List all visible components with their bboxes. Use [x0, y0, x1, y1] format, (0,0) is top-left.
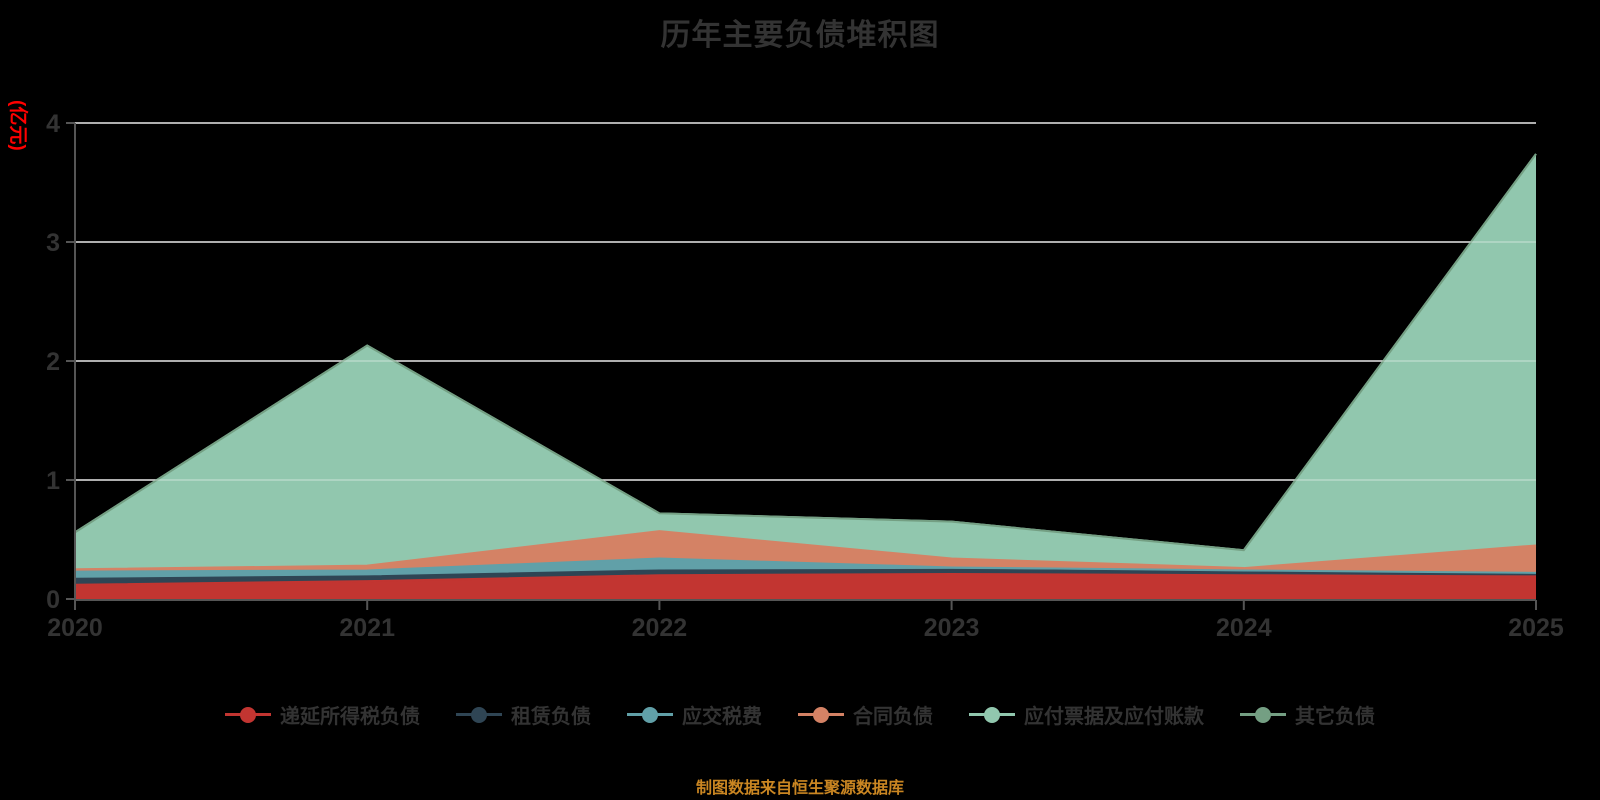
legend-item-other-liabilities[interactable]: 其它负债 — [1240, 700, 1375, 729]
legend-dot — [813, 706, 829, 723]
legend-line-dot-icon — [627, 706, 673, 723]
legend-line-dot-icon — [1240, 706, 1286, 723]
y-tick-label: 0 — [46, 586, 60, 614]
legend-item-notes-and-accounts-payable[interactable]: 应付票据及应付账款 — [969, 700, 1204, 729]
legend-dot — [984, 706, 1000, 723]
legend-line-dot-icon — [456, 706, 502, 723]
area-contract-liabilities — [75, 531, 1536, 573]
legend-dot — [642, 706, 658, 723]
legend-item-contract-liabilities[interactable]: 合同负债 — [798, 700, 933, 729]
area-notes-and-accounts-payable — [75, 153, 1536, 570]
legend-label: 递延所得税负债 — [280, 706, 420, 728]
legend-dot — [471, 706, 487, 723]
y-tick-label: 2 — [46, 348, 60, 376]
legend-line-dot-icon — [225, 706, 271, 723]
legend-label: 租赁负债 — [511, 706, 591, 728]
line-deferred-tax-liabilities — [74, 573, 1537, 586]
line-other-liabilities — [74, 153, 1537, 552]
y-tick-label: 3 — [46, 229, 60, 257]
chart-title: 历年主要负债堆积图 — [660, 19, 940, 52]
legend-item-deferred-tax-liabilities[interactable]: 递延所得税负债 — [225, 700, 420, 729]
legend-line-dot-icon — [798, 706, 844, 723]
chart-legend: 递延所得税负债 租赁负债 应交税费 合同负债 应付票据及应付账款 其它负债 — [0, 700, 1600, 729]
x-tick-label: 2022 — [632, 614, 688, 642]
data-source-note: 制图数据来自恒生聚源数据库 — [695, 780, 904, 797]
legend-line-dot-icon — [969, 706, 1015, 723]
line-lease-liabilities — [74, 568, 1537, 580]
legend-label: 应付票据及应付账款 — [1024, 706, 1204, 728]
x-tick-label: 2024 — [1216, 614, 1272, 642]
area-lease-liabilities — [75, 569, 1536, 585]
legend-dot — [240, 706, 256, 723]
y-tick-label: 1 — [46, 467, 60, 495]
y-tick-label: 4 — [46, 110, 60, 138]
legend-item-lease-liabilities[interactable]: 租赁负债 — [456, 700, 591, 729]
line-contract-liabilities — [74, 530, 1537, 571]
legend-label: 合同负债 — [853, 706, 933, 728]
legend-dot — [1255, 706, 1271, 723]
legend-label: 应交税费 — [682, 706, 762, 728]
x-tick-label: 2020 — [47, 614, 103, 642]
x-tick-label: 2023 — [924, 614, 980, 642]
legend-item-taxes-payable[interactable]: 应交税费 — [627, 700, 762, 729]
x-tick-label: 2021 — [339, 614, 395, 642]
x-tick-label: 2025 — [1508, 614, 1564, 642]
line-taxes-payable — [74, 557, 1537, 574]
legend-label: 其它负债 — [1295, 706, 1375, 728]
area-taxes-payable — [75, 558, 1536, 579]
